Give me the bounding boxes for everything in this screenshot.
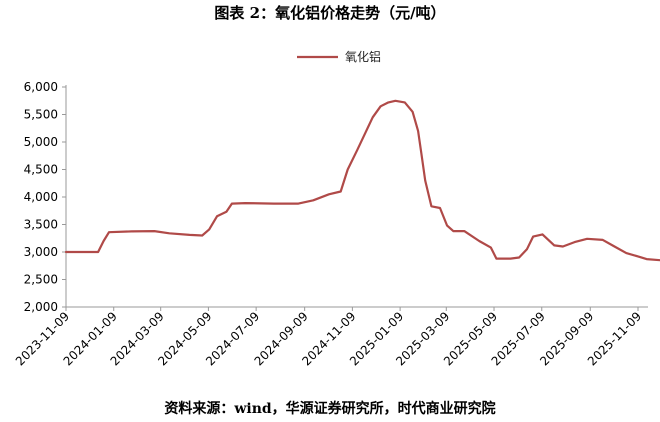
y-tick-label: 2,500 xyxy=(24,273,58,287)
source-note: 资料来源：wind，华源证券研究所，时代商业研究院 xyxy=(164,401,496,417)
y-tick-label: 3,000 xyxy=(24,245,58,259)
y-tick-label: 5,000 xyxy=(24,135,58,149)
x-axis-ticks: 2023-11-092024-01-092024-03-092024-05-09… xyxy=(13,307,644,368)
chart-title: 图表 2：氧化铝价格走势（元/吨） xyxy=(214,4,446,22)
y-tick-label: 2,000 xyxy=(24,300,58,314)
y-tick-label: 4,000 xyxy=(24,190,58,204)
series-line-氧化铝 xyxy=(64,99,660,262)
series-layer xyxy=(64,99,660,262)
legend-label: 氧化铝 xyxy=(345,49,381,64)
axes xyxy=(65,85,648,308)
legend: 氧化铝 xyxy=(297,49,381,64)
y-tick-label: 4,500 xyxy=(24,163,58,177)
y-tick-label: 3,500 xyxy=(24,218,58,232)
y-tick-label: 5,500 xyxy=(24,108,58,122)
y-axis-ticks: 2,000 2,500 3,000 3,500 4,000 4,500 5,000 5,500… xyxy=(24,80,66,314)
y-tick-label: 6,000 xyxy=(24,80,58,94)
